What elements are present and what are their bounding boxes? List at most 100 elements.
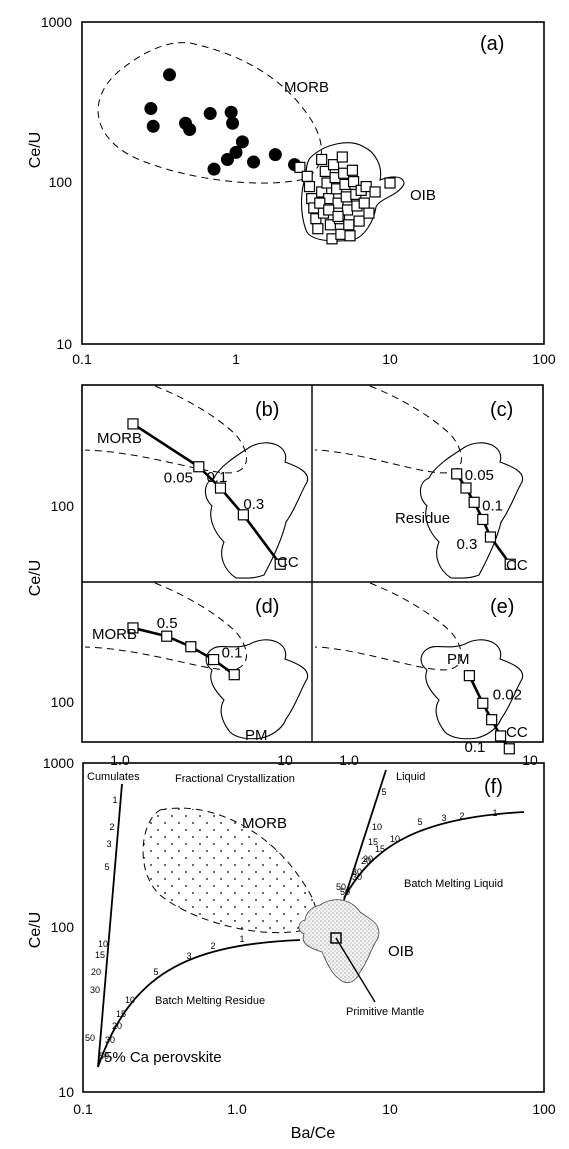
- oib-point-21: [336, 151, 348, 163]
- morb-field-f: [142, 807, 317, 934]
- oib-point-0: [294, 161, 306, 173]
- oib-point-32: [353, 215, 365, 227]
- liquid-tick-3: 20: [361, 856, 371, 866]
- panel-d-model-point-4: [228, 669, 240, 681]
- panel-c-model-point-1: [460, 482, 472, 494]
- batch-melting-residue-line: [97, 939, 301, 1068]
- panels-bcde: (b) (c) (d) (e) 100 100 Ce/U 1.0 10 1.0 …: [27, 384, 544, 768]
- batch-residue-tick-3: 15: [116, 1009, 126, 1019]
- oib-point-27: [344, 230, 356, 242]
- morb-field-d: [84, 582, 247, 671]
- panel-d-fraction-label-1: 0.5: [157, 615, 178, 632]
- batch-liquid-tick-2: 20: [363, 854, 373, 864]
- panel-f-ytick-1000: 1000: [43, 755, 74, 771]
- annotation-oib-f: OIB: [388, 943, 414, 960]
- annotation-morb-a: MORB: [284, 79, 329, 96]
- panel-d-model-point-3: [207, 653, 220, 666]
- oib-point-7: [316, 153, 328, 166]
- morb-point-10: [229, 145, 243, 159]
- liquid-tick-5: 50: [340, 887, 350, 897]
- batch-liquid-tick-4: 10: [390, 834, 400, 844]
- oib-point-10: [319, 165, 331, 178]
- morb-point-0: [163, 68, 177, 82]
- panel-e-fraction-label-3: 0.1: [465, 739, 486, 756]
- annotation-cumulates: Cumulates: [87, 771, 140, 783]
- oib-point-24: [340, 191, 352, 203]
- oib-point-1: [301, 170, 313, 182]
- oib-point-20: [335, 228, 347, 240]
- primitive-mantle-marker: [330, 932, 342, 944]
- panel-c-model-point-5: [504, 558, 516, 570]
- morb-point-1: [144, 102, 158, 116]
- oib-point-36: [363, 207, 375, 219]
- panel-c-fraction-label-0: 0.05: [465, 467, 494, 484]
- panel-d-model-point-1: [161, 630, 173, 642]
- panel-d-model-point-0: [127, 622, 139, 634]
- batch-residue-tick-1: 30: [105, 1035, 115, 1045]
- morb-point-11: [247, 155, 261, 169]
- oib-point-18: [332, 197, 344, 209]
- panel-f-xtick-1: 1.0: [227, 1101, 247, 1117]
- panel-d-label: (d): [255, 596, 279, 618]
- morb-point-4: [183, 122, 197, 136]
- morb-point-5: [203, 107, 217, 121]
- panel-f-xtick-0.1: 0.1: [73, 1101, 93, 1117]
- liquid-tick-1: 10: [372, 822, 382, 832]
- annotation-morb-b: MORB: [97, 430, 142, 447]
- oib-field-e: [420, 639, 524, 740]
- annotation-residue-c: Residue: [395, 510, 450, 527]
- panel-a-label: (a): [480, 33, 504, 55]
- annotation-cc-c: CC: [506, 557, 528, 574]
- panel-b-fraction-label-2: 0.1: [206, 469, 227, 486]
- batch-residue-tick-4: 10: [125, 995, 135, 1005]
- panel-b-model-line: [132, 422, 282, 566]
- cumulates-tick-2: 3: [106, 839, 111, 849]
- panel-c-model-point-3: [477, 513, 489, 526]
- panel-f-xtick-100: 100: [532, 1101, 556, 1117]
- oib-point-13: [324, 219, 336, 231]
- cumulates-tick-0: 1: [112, 795, 117, 805]
- batch-liquid-tick-1: 30: [352, 867, 362, 877]
- panel-e-xtick-10: 10: [522, 752, 538, 768]
- panel-d-fraction-label-3: 0.1: [222, 645, 243, 662]
- morb-field-b: [84, 385, 247, 474]
- oib-point-37: [314, 197, 326, 209]
- batch-residue-tick-labels: 50 30 20 15 10 5 3 2 1: [99, 934, 245, 1061]
- panel-c-curve: 0.05 0.1 0.3: [451, 467, 516, 570]
- batch-liquid-tick-0: 50: [336, 882, 346, 892]
- panel-b-model-point-0: [127, 418, 139, 430]
- liquid-tick-2: 15: [368, 837, 378, 847]
- panel-b-label: (b): [255, 399, 279, 421]
- batch-liquid-tick-5: 5: [417, 817, 422, 827]
- oib-point-40: [369, 186, 381, 198]
- panel-b-model-point-3: [237, 509, 249, 521]
- annotation-batch-melting-liquid: Batch Melting Liquid: [404, 878, 503, 890]
- panel-e-model-point-1: [477, 697, 489, 709]
- panel-f-xlabel: Ba/Ce: [291, 1125, 336, 1142]
- panels-bcde-ylabel: Ce/U: [27, 560, 44, 596]
- cumulates-tick-4: 10: [98, 939, 108, 949]
- panel-b-curve: 0.05 0.1 0.3: [127, 418, 286, 570]
- morb-field-a: [97, 42, 322, 184]
- morb-point-6: [224, 105, 238, 119]
- oib-point-6: [312, 223, 324, 235]
- annotation-pm-d: PM: [245, 727, 268, 744]
- panel-a-ytick-100: 100: [49, 174, 73, 190]
- panel-c-fraction-label-4: 0.3: [456, 536, 477, 553]
- oib-point-34: [358, 197, 370, 209]
- cumulates-tick-8: 50: [85, 1033, 95, 1043]
- annotation-ca-perovskite: 5% Ca perovskite: [104, 1049, 222, 1066]
- panel-a-xtick-1: 1: [232, 351, 240, 367]
- panel-e-model-point-2: [486, 714, 498, 726]
- panel-a-xtick-0.1: 0.1: [72, 351, 92, 367]
- panel-f-ylabel: Ce/U: [27, 912, 44, 948]
- morb-field-e: [314, 582, 462, 671]
- annotation-morb-d: MORB: [92, 626, 137, 643]
- panel-c-fraction-label-2: 0.1: [482, 497, 503, 514]
- annotation-fractional-crystallization: Fractional Crystallization: [175, 773, 295, 785]
- oib-point-25: [341, 204, 354, 216]
